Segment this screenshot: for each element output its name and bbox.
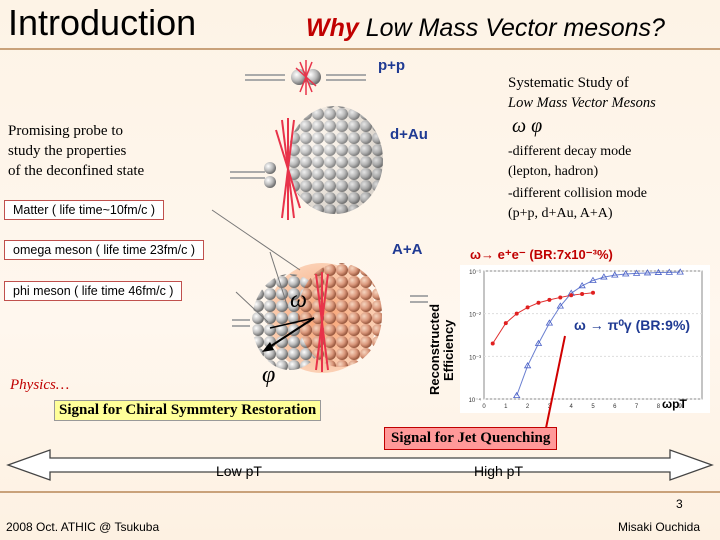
pig-point: [534, 339, 543, 346]
x-tick-label: 0: [482, 404, 486, 410]
label-aa: A+A: [392, 241, 423, 258]
omega-glyph: ω: [290, 287, 307, 313]
plot-background: [460, 265, 710, 413]
x-tick-label: 6: [613, 404, 617, 410]
systematic-bullet2b: (p+p, d+Au, A+A): [508, 206, 613, 221]
pig-point: [621, 270, 630, 277]
ee-point: [580, 291, 585, 296]
ee-point: [536, 300, 541, 305]
subtitle-rest: Low Mass Vector mesons?: [358, 14, 665, 42]
probe-line1: Promising probe to: [8, 123, 123, 139]
systematic-bullet1b: (lepton, hadron): [508, 164, 599, 179]
systematic-bullet1a: -different decay mode: [508, 144, 632, 159]
x-tick-label: 5: [591, 404, 595, 410]
physics-label: Physics…: [10, 377, 70, 393]
footer-right: Misaki Ouchida: [618, 520, 701, 534]
pig-point: [676, 268, 684, 275]
ee-decay-sym: ω→ e⁺e⁻: [470, 247, 526, 262]
label-dau: d+Au: [390, 126, 428, 143]
probe-text: Promising probe to study the properties …: [8, 121, 144, 181]
label-pp: p+p: [378, 57, 406, 74]
pig-point: [643, 269, 652, 276]
low-pt-label: Low pT: [216, 463, 262, 479]
ee-point: [591, 290, 595, 295]
x-tick-label: 9: [679, 404, 683, 410]
ee-point: [514, 311, 519, 316]
x-tick-label: 1: [504, 404, 508, 410]
pig-point: [578, 282, 586, 289]
ee-point: [547, 297, 552, 302]
matter-lifetime-box: Matter ( life time~10fm/c ): [4, 200, 165, 220]
subtitle-why: Why: [306, 14, 359, 42]
pig-point: [632, 269, 641, 276]
pig-point: [512, 391, 521, 399]
ee-point: [490, 341, 495, 346]
pig-point: [665, 268, 674, 275]
probe-line2: study the properties: [8, 143, 127, 159]
pig-point: [545, 319, 554, 326]
ee-point: [558, 295, 563, 300]
pig-point: [611, 271, 619, 278]
pig-point: [654, 268, 663, 275]
ee-point: [503, 321, 508, 326]
x-tick-label: 4: [570, 404, 574, 410]
pp-collision: [245, 60, 366, 95]
pig-point: [523, 362, 532, 369]
x-tick-label: 8: [657, 404, 661, 410]
ee-point: [569, 293, 574, 298]
plot-xlabel: ωpT: [662, 397, 687, 411]
systematic-line1: Systematic Study of: [508, 75, 629, 91]
title-divider: [0, 48, 720, 50]
y-tick-label: 10⁻²: [469, 313, 481, 319]
dau-collision: [230, 106, 383, 220]
page-title: Introduction: [8, 2, 197, 43]
series-ee-line: [492, 292, 594, 344]
y-tick-label: 10⁻⁴: [469, 397, 482, 404]
pt-arrow: [6, 449, 714, 481]
footer-left: 2008 Oct. ATHIC @ Tsukuba: [6, 520, 160, 534]
jet-signal-box: Signal for Jet Quenching: [384, 427, 558, 450]
systematic-symbols: ω φ: [512, 115, 543, 137]
pig-point: [556, 302, 565, 309]
ee-decay-br: (BR:7x10⁻³%): [529, 247, 613, 262]
aa-collision: [211, 209, 428, 373]
pig-decay-label: ω → π⁰γ (BR:9%): [572, 317, 693, 334]
probe-line3: of the deconfined state: [8, 163, 145, 179]
ee-point: [525, 305, 530, 310]
systematic-line2: Low Mass Vector Mesons: [508, 95, 656, 111]
page-subtitle: Why Low Mass Vector mesons?: [306, 14, 665, 43]
x-tick-label: 2: [526, 404, 530, 410]
pig-point: [589, 276, 597, 283]
efficiency-plot: 10⁻¹10⁻²10⁻³10⁻⁴ 0123456789: [460, 265, 710, 413]
omega-lifetime-box: omega meson ( life time 23fm/c ): [4, 240, 205, 260]
y-tick-label: 10⁻³: [469, 355, 481, 361]
page-number: 3: [676, 497, 683, 511]
ee-decay-label: ω→ e⁺e⁻ (BR:7x10⁻³%): [470, 247, 613, 263]
systematic-bullet2a: -different collision mode: [508, 186, 647, 201]
x-tick-label: 7: [635, 404, 639, 410]
footer-divider: [0, 491, 720, 493]
phi-glyph: φ: [262, 362, 276, 388]
high-pt-label: High pT: [474, 463, 524, 479]
chiral-signal-box: Signal for Chiral Symmtery Restoration: [54, 400, 322, 421]
y-tick-label: 10⁻¹: [469, 270, 481, 276]
phi-lifetime-box: phi meson ( life time 46fm/c ): [4, 281, 183, 301]
series-pig-line: [516, 271, 681, 396]
pig-point: [600, 273, 608, 280]
